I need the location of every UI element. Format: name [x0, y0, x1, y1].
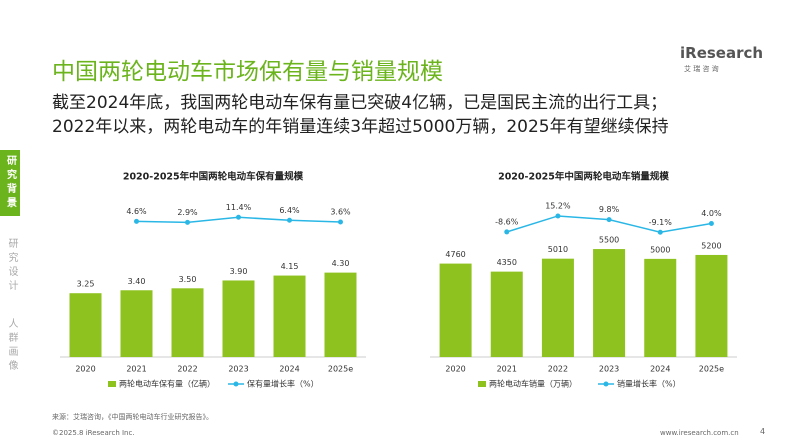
bar: [644, 258, 677, 357]
bar-label: 4.15: [281, 262, 299, 271]
legend-dot: [233, 381, 239, 387]
x-tick-label: 2022: [177, 365, 197, 374]
x-tick-label: 2021: [497, 365, 517, 374]
bar-label: 5500: [599, 236, 619, 245]
bar-label: 3.50: [179, 275, 197, 284]
line-point: [657, 229, 663, 235]
legend-label: 两轮电动车销量（万辆）: [489, 379, 577, 389]
x-tick-label: 2023: [599, 365, 619, 374]
bar-label: 5010: [548, 245, 568, 254]
bar: [490, 271, 523, 357]
bar: [541, 258, 574, 357]
line-label: 4.0%: [701, 209, 722, 218]
bar: [273, 275, 306, 357]
line-label: 6.4%: [279, 206, 300, 215]
bar-label: 3.90: [230, 267, 248, 276]
bar-label: 3.40: [128, 277, 146, 286]
legend-label: 保有量增长率（%）: [247, 379, 319, 389]
url: www.iresearch.com.cn: [660, 429, 739, 437]
line-label: -8.6%: [495, 217, 519, 226]
bar-label: 3.25: [77, 280, 95, 289]
bar: [695, 254, 728, 357]
legend-dot: [603, 381, 609, 387]
legend-label: 销量增长率（%）: [617, 379, 681, 389]
line-point: [134, 218, 139, 224]
legend-swatch: [108, 381, 116, 387]
sidebar-item[interactable]: 人群画像: [6, 318, 17, 374]
bar-label: 4760: [445, 250, 465, 259]
x-tick-label: 2024: [279, 365, 299, 374]
bar-label: 5200: [701, 241, 721, 250]
legend-swatch: [478, 381, 486, 387]
bar-label: 4.30: [332, 259, 350, 268]
bar-label: 5000: [650, 245, 670, 254]
x-tick-label: 2020: [75, 365, 95, 374]
subtitle-line: 截至2024年底，我国两轮电动车保有量已突破4亿辆，已是国民主流的出行工具；: [52, 93, 668, 113]
line-label: 3.6%: [330, 207, 351, 216]
bar: [324, 272, 357, 357]
line-label: 15.2%: [545, 201, 571, 210]
logo: iResearch: [680, 44, 764, 62]
bar-label: 4350: [497, 258, 517, 267]
line-point: [606, 217, 612, 223]
line-point: [338, 219, 343, 225]
bar: [439, 263, 472, 357]
line-label: -9.1%: [649, 218, 673, 227]
bar: [222, 280, 255, 357]
line-point: [185, 219, 190, 225]
line-point: [555, 213, 561, 219]
sidebar-active[interactable]: 研究背景: [0, 150, 20, 216]
x-tick-label: 2025e: [328, 365, 353, 374]
copyright: ©2025.8 iResearch Inc.: [52, 429, 135, 437]
x-tick-label: 2024: [650, 365, 670, 374]
line-point: [504, 229, 510, 235]
x-tick-label: 2021: [126, 365, 146, 374]
x-tick-label: 2023: [228, 365, 248, 374]
line-label: 4.6%: [126, 207, 147, 216]
slide-title: 中国两轮电动车市场保有量与销量规模: [52, 59, 443, 85]
line-point: [708, 220, 714, 226]
bar: [69, 293, 102, 357]
chart-title: 2020-2025年中国两轮电动车销量规模: [498, 171, 669, 183]
x-tick-label: 2025e: [699, 365, 724, 374]
bar: [120, 290, 153, 357]
subtitle-line: 2022年以来，两轮电动车的年销量连续3年超过5000万辆，2025年有望继续保…: [52, 117, 669, 137]
sidebar-item[interactable]: 研究设计: [6, 238, 17, 294]
x-tick-label: 2022: [548, 365, 568, 374]
line-point: [287, 217, 292, 223]
page-number: 4: [760, 427, 766, 436]
line-label: 11.4%: [226, 203, 252, 212]
line-label: 9.8%: [599, 205, 620, 214]
source: 来源：艾瑞咨询，《中国两轮电动车行业研究报告》。: [52, 413, 213, 421]
bar: [171, 288, 204, 357]
bar: [593, 249, 626, 357]
line-point: [236, 214, 241, 220]
line-label: 2.9%: [177, 208, 198, 217]
x-tick-label: 2020: [445, 365, 465, 374]
chart-title: 2020-2025年中国两轮电动车保有量规模: [123, 171, 304, 183]
legend-label: 两轮电动车保有量（亿辆）: [119, 379, 215, 389]
logo-sub: 艾 瑞 咨 询: [684, 65, 719, 73]
